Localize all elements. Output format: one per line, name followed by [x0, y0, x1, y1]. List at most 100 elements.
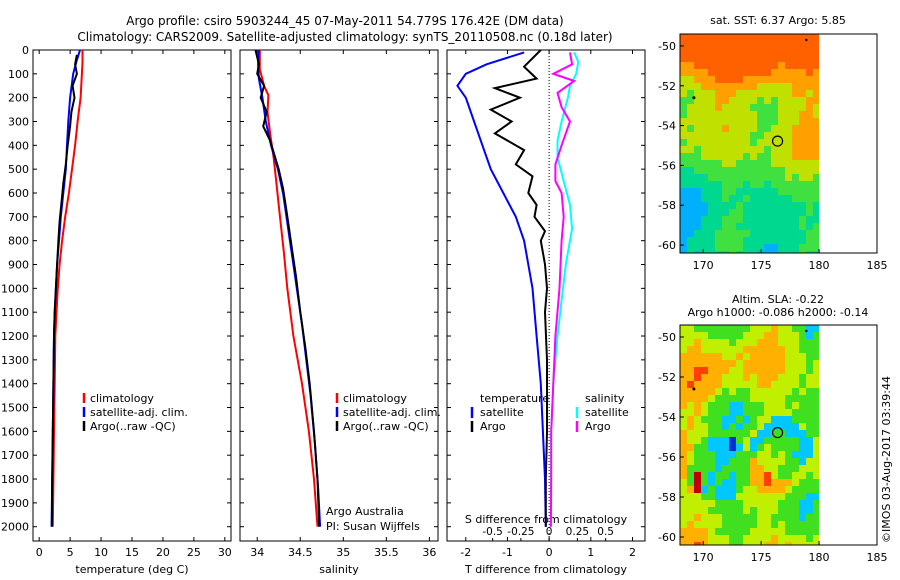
map-cell [722, 402, 729, 409]
map-cell [729, 444, 736, 451]
map-cell [708, 381, 715, 388]
map-cell [757, 514, 764, 521]
map-cell [701, 479, 708, 486]
map-cell [680, 535, 687, 542]
map-cell [750, 251, 757, 253]
map-cell [750, 528, 757, 535]
map-cell [778, 493, 785, 500]
map-cell [792, 76, 799, 83]
map-cell [701, 360, 708, 367]
map-cell [764, 528, 771, 535]
x-tick-label: 35.5 [374, 546, 399, 559]
map-cell [701, 353, 708, 360]
map-cell [743, 514, 750, 521]
map-cell [799, 472, 806, 479]
map-cell [778, 111, 785, 118]
map-cell [806, 223, 813, 230]
map-cell [799, 125, 806, 132]
map-cell [806, 34, 813, 41]
map-cell [792, 437, 799, 444]
map-cell [743, 55, 750, 62]
map-cell [771, 381, 778, 388]
map-cell [701, 465, 708, 472]
map-cell [799, 230, 806, 237]
map-cell [799, 388, 806, 395]
map-cell [687, 486, 694, 493]
map-cell [680, 139, 687, 146]
map-cell [715, 416, 722, 423]
map-cell [806, 367, 813, 374]
map-cell [792, 451, 799, 458]
map-cell [694, 41, 701, 48]
map-cell [764, 230, 771, 237]
map-cell [813, 332, 820, 339]
map-cell [764, 374, 771, 381]
map-cell [764, 251, 771, 253]
map-cell [722, 223, 729, 230]
map-cell [708, 458, 715, 465]
map-cell [778, 388, 785, 395]
map-cell [757, 465, 764, 472]
map-cell [680, 388, 687, 395]
map-cell [722, 486, 729, 493]
map-cell [778, 472, 785, 479]
map-cell [687, 195, 694, 202]
map-cell [722, 55, 729, 62]
map-cell [792, 251, 799, 253]
map-cell [764, 146, 771, 153]
map-cell [694, 237, 701, 244]
map-cell [750, 507, 757, 514]
y-tick-label: 1600 [1, 425, 29, 438]
map-cell [687, 48, 694, 55]
map-cell [785, 437, 792, 444]
map-cell [722, 346, 729, 353]
legend-label: Argo(..raw -QC) [343, 420, 429, 433]
map-cell [799, 409, 806, 416]
map-cell [757, 458, 764, 465]
map-x-tick-label: 170 [693, 259, 714, 272]
map-cell [771, 41, 778, 48]
map-cell [722, 521, 729, 528]
map-cell [708, 195, 715, 202]
map-cell [778, 416, 785, 423]
map-cell [792, 230, 799, 237]
map-cell [680, 83, 687, 90]
map-cell [806, 139, 813, 146]
map-cell [785, 195, 792, 202]
map-cell [687, 83, 694, 90]
map-cell [708, 528, 715, 535]
map-cell [750, 216, 757, 223]
map-cell [687, 528, 694, 535]
map-cell [680, 34, 687, 41]
map-cell [708, 153, 715, 160]
map-cell [708, 437, 715, 444]
map-cell [743, 472, 750, 479]
map-cell [757, 332, 764, 339]
map-cell [757, 444, 764, 451]
map-cell [736, 339, 743, 346]
map-cell [806, 195, 813, 202]
map-cell [687, 535, 694, 542]
map-cell [799, 381, 806, 388]
map-cell [722, 181, 729, 188]
map-cell [799, 83, 806, 90]
map-cell [806, 48, 813, 55]
map-cell [806, 325, 813, 332]
map-cell [764, 76, 771, 83]
map-cell [792, 479, 799, 486]
map-cell [771, 34, 778, 41]
map-cell [785, 444, 792, 451]
map-cell [757, 395, 764, 402]
map-cell [743, 34, 750, 41]
map-cell [694, 402, 701, 409]
map-cell [701, 118, 708, 125]
map-cell [792, 90, 799, 97]
map-cell [792, 514, 799, 521]
profile-location-marker [771, 135, 784, 147]
credit-line-1: Argo Australia [326, 505, 404, 518]
map-cell [771, 346, 778, 353]
map-cell [806, 188, 813, 195]
map-cell [813, 202, 820, 209]
map-cell [785, 104, 792, 111]
map-cell [799, 493, 806, 500]
